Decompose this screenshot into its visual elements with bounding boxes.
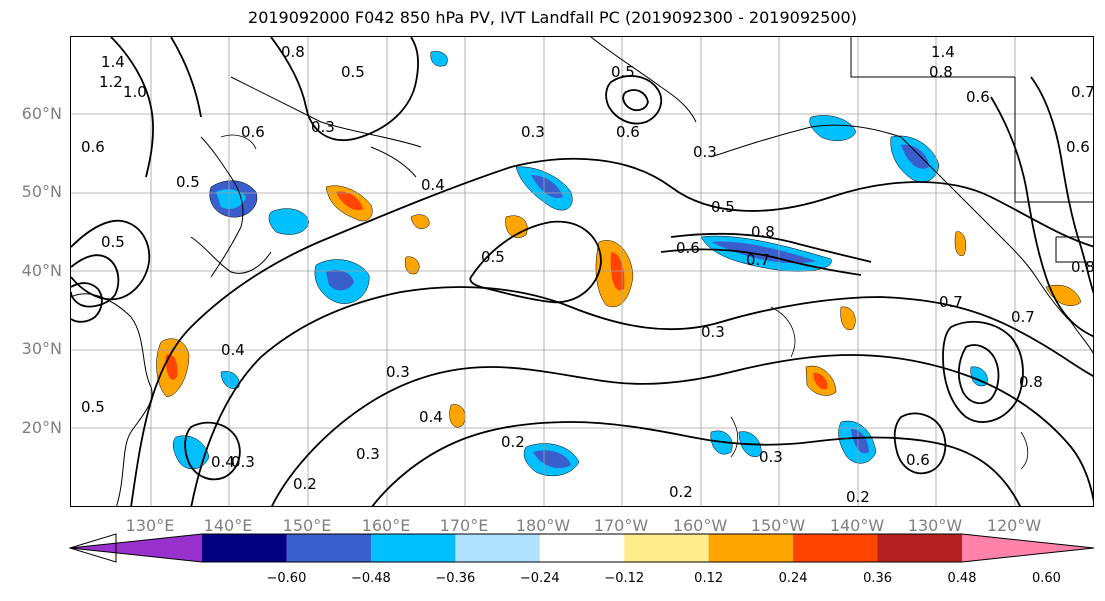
contour-label: 0.2	[846, 488, 870, 506]
coastlines	[71, 37, 1093, 506]
colorbar-segment	[708, 534, 794, 562]
colorbar-segment	[539, 534, 625, 562]
lon-label-120w: 120°W	[986, 516, 1042, 535]
contour-label: 0.8	[281, 43, 305, 61]
contour-label: 0.3	[311, 118, 335, 136]
contour-label: 0.3	[521, 123, 545, 141]
colorbar-tick-label: 0.36	[863, 571, 893, 586]
lon-label-170e: 170°E	[439, 516, 489, 535]
contour-label: 0.6	[1066, 138, 1090, 156]
plot-title: 2019092000 F042 850 hPa PV, IVT Landfall…	[248, 8, 857, 27]
contour-label: 0.6	[81, 138, 105, 156]
contour-label: 0.3	[386, 363, 410, 381]
colorbar	[68, 533, 1095, 563]
lon-label-130e: 130°E	[125, 516, 175, 535]
contour-label: 0.6	[616, 123, 640, 141]
colorbar-segment	[286, 534, 372, 562]
pv-anomaly-fills	[156, 51, 1082, 477]
lat-label-40n: 40°N	[21, 261, 62, 280]
contour-label: 0.4	[221, 341, 245, 359]
contour-label: 0.8	[1019, 373, 1043, 391]
colorbar-tick-label: −0.36	[435, 571, 476, 586]
contour-label: 0.5	[176, 173, 200, 191]
ivt-contours	[71, 37, 1093, 506]
colorbar-tick-label: 0.12	[694, 571, 724, 586]
colorbar-tick-label: −0.48	[350, 571, 391, 586]
lat-label-50n: 50°N	[21, 182, 62, 201]
lon-label-180w: 180°W	[515, 516, 571, 535]
colorbar-tick-label: −0.12	[604, 571, 645, 586]
lat-label-30n: 30°N	[21, 339, 62, 358]
contour-label: 0.8	[1071, 258, 1094, 276]
map-canvas: 1.4 1.2 1.0 0.8 0.6 0.5 0.3 0.5 0.6 0.5 …	[71, 37, 1094, 506]
contour-label: 0.8	[929, 63, 953, 81]
lon-label-130w: 130°W	[907, 516, 963, 535]
map-panel: 1.4 1.2 1.0 0.8 0.6 0.5 0.3 0.5 0.6 0.5 …	[70, 36, 1094, 507]
contour-label: 0.6	[241, 123, 265, 141]
contour-label: 0.6	[966, 88, 990, 106]
pv-outline-contours	[220, 134, 1029, 470]
contour-label: 0.3	[701, 323, 725, 341]
contour-label: 0.4	[211, 453, 235, 471]
lat-label-60n: 60°N	[21, 104, 62, 123]
contour-label: 0.5	[81, 398, 105, 416]
contour-label: 0.2	[669, 483, 693, 501]
contour-label: 0.7	[746, 251, 770, 269]
colorbar-segment	[202, 534, 287, 562]
contour-labels: 1.4 1.2 1.0 0.8 0.6 0.5 0.3 0.5 0.6 0.5 …	[81, 43, 1094, 506]
colorbar-tick-label: 0.48	[947, 571, 977, 586]
colorbar-extend-high	[962, 534, 1094, 562]
graticule	[71, 37, 1093, 506]
contour-label: 0.4	[419, 408, 443, 426]
contour-label: 0.5	[711, 198, 735, 216]
contour-label: 0.5	[101, 233, 125, 251]
colorbar-segment	[455, 534, 541, 562]
colorbar-tick-label: −0.24	[519, 571, 560, 586]
contour-label: 0.5	[341, 63, 365, 81]
lon-label-160w: 160°W	[672, 516, 728, 535]
lon-label-140e: 140°E	[203, 516, 253, 535]
contour-label: 0.3	[759, 448, 783, 466]
lon-label-150w: 150°W	[750, 516, 806, 535]
contour-label: 0.5	[481, 248, 505, 266]
colorbar-tick-label: 0.60	[1031, 571, 1061, 586]
contour-label: 0.3	[231, 453, 255, 471]
colorbar-segment	[624, 534, 710, 562]
contour-label: 0.7	[1011, 308, 1035, 326]
contour-label: 0.6	[906, 451, 930, 469]
contour-label: 1.0	[123, 83, 147, 101]
lon-label-150e: 150°E	[282, 516, 332, 535]
contour-label: 0.7	[939, 293, 963, 311]
colorbar-extend-low	[70, 534, 202, 562]
colorbar-segment	[877, 534, 963, 562]
contour-label: 0.7	[1071, 83, 1094, 101]
contour-label: 0.8	[751, 223, 775, 241]
contour-label: 1.2	[99, 73, 123, 91]
colorbar-tick-label: −0.60	[266, 571, 307, 586]
colorbar-segment	[370, 534, 456, 562]
contour-label: 0.2	[501, 433, 525, 451]
contour-label: 0.3	[693, 143, 717, 161]
lat-label-20n: 20°N	[21, 418, 62, 437]
contour-label: 0.3	[356, 445, 380, 463]
contour-label: 0.4	[421, 176, 445, 194]
lon-label-160e: 160°E	[361, 516, 411, 535]
colorbar-segment	[793, 534, 879, 562]
colorbar-tick-label: 0.24	[778, 571, 808, 586]
lon-label-140w: 140°W	[829, 516, 885, 535]
contour-label: 0.2	[293, 475, 317, 493]
contour-label: 0.6	[676, 239, 700, 257]
contour-label: 1.4	[931, 43, 955, 61]
contour-label: 1.4	[101, 53, 125, 71]
lon-label-170w: 170°W	[593, 516, 649, 535]
contour-label: 0.5	[611, 63, 635, 81]
